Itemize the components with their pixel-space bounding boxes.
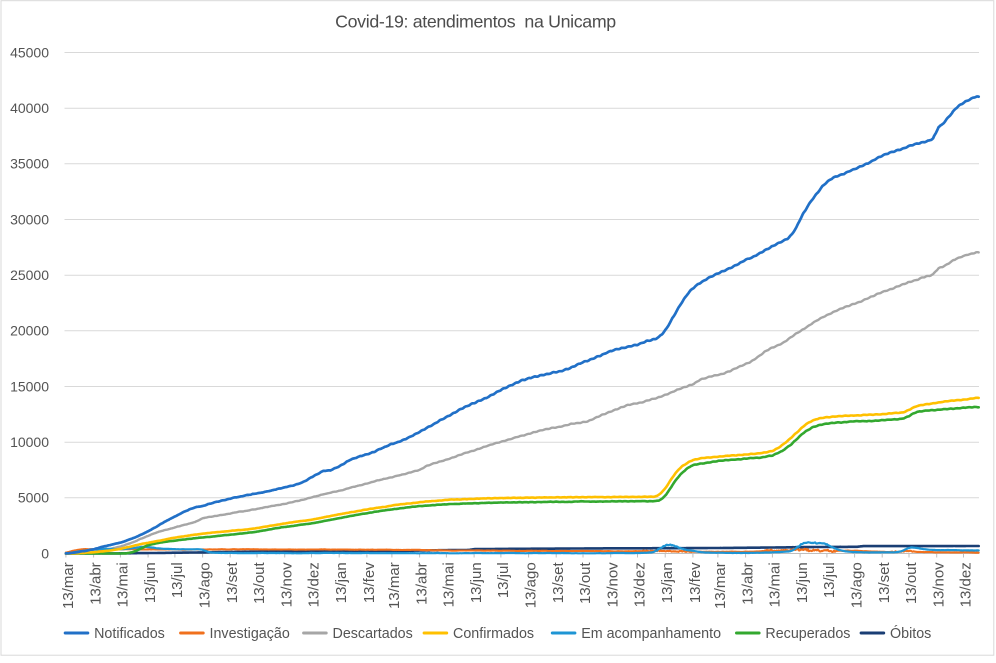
svg-text:13/dez: 13/dez: [958, 562, 975, 607]
svg-text:13/mar: 13/mar: [712, 562, 729, 609]
svg-text:35000: 35000: [10, 156, 49, 172]
svg-text:13/jun: 13/jun: [468, 562, 485, 603]
svg-text:Recuperados: Recuperados: [765, 626, 850, 642]
svg-text:40000: 40000: [10, 100, 49, 116]
svg-text:Notificados: Notificados: [94, 626, 165, 642]
svg-text:45000: 45000: [10, 44, 49, 60]
svg-text:13/out: 13/out: [251, 561, 268, 604]
svg-text:13/dez: 13/dez: [306, 562, 323, 607]
svg-text:13/ago: 13/ago: [523, 562, 540, 608]
svg-text:13/mai: 13/mai: [766, 562, 783, 607]
svg-text:13/jul: 13/jul: [495, 562, 512, 598]
svg-text:Covid-19: atendimentos na Uni: Covid-19: atendimentos na Unicamp: [335, 12, 616, 32]
svg-text:Investigação: Investigação: [210, 626, 290, 642]
svg-text:13/set: 13/set: [876, 561, 893, 603]
svg-text:20000: 20000: [10, 323, 49, 339]
svg-text:5000: 5000: [18, 490, 49, 506]
svg-text:15000: 15000: [10, 378, 49, 394]
svg-text:10000: 10000: [10, 434, 49, 450]
svg-text:13/out: 13/out: [577, 561, 594, 604]
svg-text:30000: 30000: [10, 211, 49, 227]
svg-text:13/nov: 13/nov: [931, 562, 948, 608]
svg-text:13/jul: 13/jul: [821, 562, 838, 598]
svg-text:13/mai: 13/mai: [114, 562, 131, 607]
svg-text:Descartados: Descartados: [333, 626, 413, 642]
svg-text:13/ago: 13/ago: [197, 562, 214, 608]
svg-text:13/nov: 13/nov: [279, 562, 296, 608]
svg-text:13/nov: 13/nov: [605, 562, 622, 608]
svg-text:13/set: 13/set: [550, 561, 567, 603]
svg-text:Em acompanhamento: Em acompanhamento: [581, 626, 721, 642]
svg-text:13/jun: 13/jun: [142, 562, 159, 603]
svg-text:13/abr: 13/abr: [88, 562, 105, 605]
svg-text:13/set: 13/set: [224, 561, 241, 603]
svg-text:13/dez: 13/dez: [632, 562, 649, 607]
svg-text:13/mar: 13/mar: [386, 562, 403, 609]
svg-text:13/mar: 13/mar: [60, 562, 77, 609]
svg-text:13/abr: 13/abr: [414, 562, 431, 605]
svg-text:Óbitos: Óbitos: [890, 625, 931, 642]
svg-text:25000: 25000: [10, 267, 49, 283]
svg-text:13/jul: 13/jul: [169, 562, 186, 598]
svg-text:13/jan: 13/jan: [333, 562, 350, 603]
svg-text:Confirmados: Confirmados: [453, 626, 534, 642]
svg-text:13/ago: 13/ago: [849, 562, 866, 608]
svg-text:13/abr: 13/abr: [740, 562, 757, 605]
svg-text:13/fev: 13/fev: [361, 562, 378, 603]
svg-text:0: 0: [41, 545, 49, 561]
svg-text:13/jan: 13/jan: [659, 562, 676, 603]
svg-text:13/mai: 13/mai: [440, 562, 457, 607]
svg-text:13/jun: 13/jun: [794, 562, 811, 603]
svg-text:13/out: 13/out: [903, 561, 920, 604]
svg-text:13/fev: 13/fev: [687, 562, 704, 603]
